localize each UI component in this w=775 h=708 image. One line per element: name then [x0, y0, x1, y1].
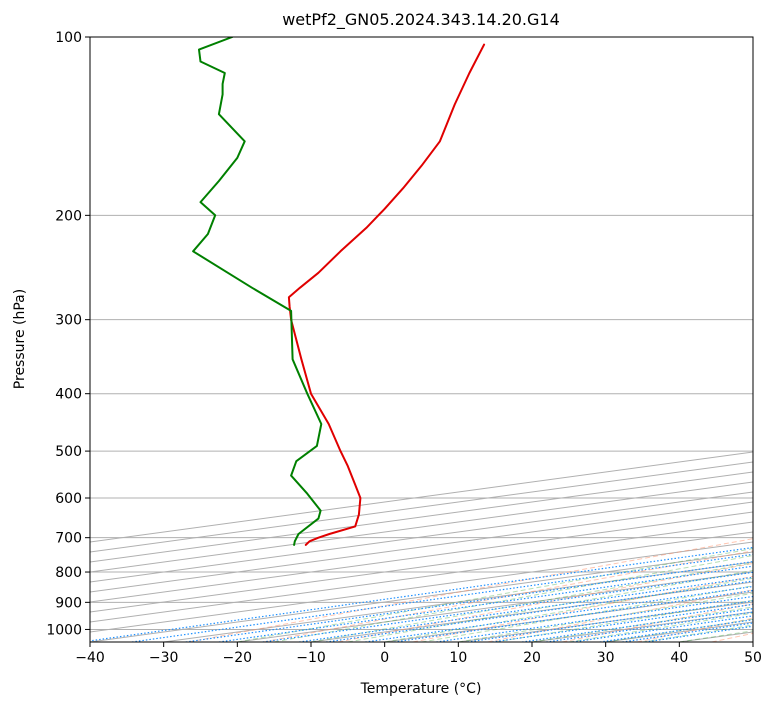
- y-tick-label: 700: [55, 531, 82, 547]
- y-tick-label: 100: [55, 30, 82, 46]
- isotherm-gridline: [90, 471, 753, 563]
- y-tick-label: 800: [55, 565, 82, 581]
- series-line-1: [192, 37, 323, 546]
- y-axis-title: Pressure (hPa): [12, 289, 28, 389]
- plot-background: [90, 37, 753, 642]
- y-axis: 100 200 300 400 500 600 700 800 900 1000: [46, 30, 90, 638]
- x-tick-label: 40: [670, 650, 688, 666]
- x-tick-label: −10: [296, 650, 326, 666]
- x-tick-label: 50: [744, 650, 762, 666]
- x-tick-label: −30: [149, 650, 179, 666]
- chart-title: wetPf2_GN05.2024.343.14.20.G14: [282, 10, 560, 30]
- x-tick-label: 0: [380, 650, 389, 666]
- x-tick-label: −20: [223, 650, 253, 666]
- isotherm-gridline: [90, 531, 753, 623]
- mixing-ratio-line: [394, 589, 753, 642]
- moist-adiabat: [458, 592, 753, 642]
- y-tick-label: 1000: [46, 622, 82, 638]
- y-tick-label: 400: [55, 387, 82, 403]
- moist-adiabat: [421, 585, 753, 642]
- mixing-ratio-line: [90, 546, 753, 642]
- x-tick-label: 30: [597, 650, 615, 666]
- mixing-ratio-line: [365, 585, 753, 642]
- isotherm-gridline: [90, 491, 753, 583]
- background-lines: [90, 37, 753, 642]
- y-tick-label: 300: [55, 313, 82, 329]
- isotherm-gridline: [90, 461, 753, 553]
- y-tick-label: 900: [55, 595, 82, 611]
- isotherm-gridline: [90, 521, 753, 613]
- isotherm-gridline: [90, 451, 753, 543]
- mixing-ratio-line: [299, 576, 753, 642]
- x-axis-title: Temperature (°C): [360, 681, 482, 697]
- y-tick-label: 200: [55, 208, 82, 224]
- y-tick-label: 500: [55, 444, 82, 460]
- x-axis: −40 −30 −20 −10 0 10 20 30 40 50: [75, 642, 762, 666]
- isotherm-gridline: [90, 501, 753, 593]
- isotherm-gridline: [90, 481, 753, 573]
- plot-frame: [89, 36, 754, 643]
- moist-adiabat: [347, 569, 753, 642]
- plot-area: 0.10.20.40.611.52346810131620253036-100-…: [90, 37, 753, 642]
- x-tick-label: −40: [75, 650, 105, 666]
- series-layer: [192, 37, 486, 546]
- mixing-ratio-line: [326, 580, 753, 642]
- x-tick-label: 10: [449, 650, 467, 666]
- x-tick-label: 20: [523, 650, 541, 666]
- y-tick-label: 600: [55, 491, 82, 507]
- isotherm-gridline: [90, 511, 753, 603]
- moist-adiabat: [237, 548, 753, 642]
